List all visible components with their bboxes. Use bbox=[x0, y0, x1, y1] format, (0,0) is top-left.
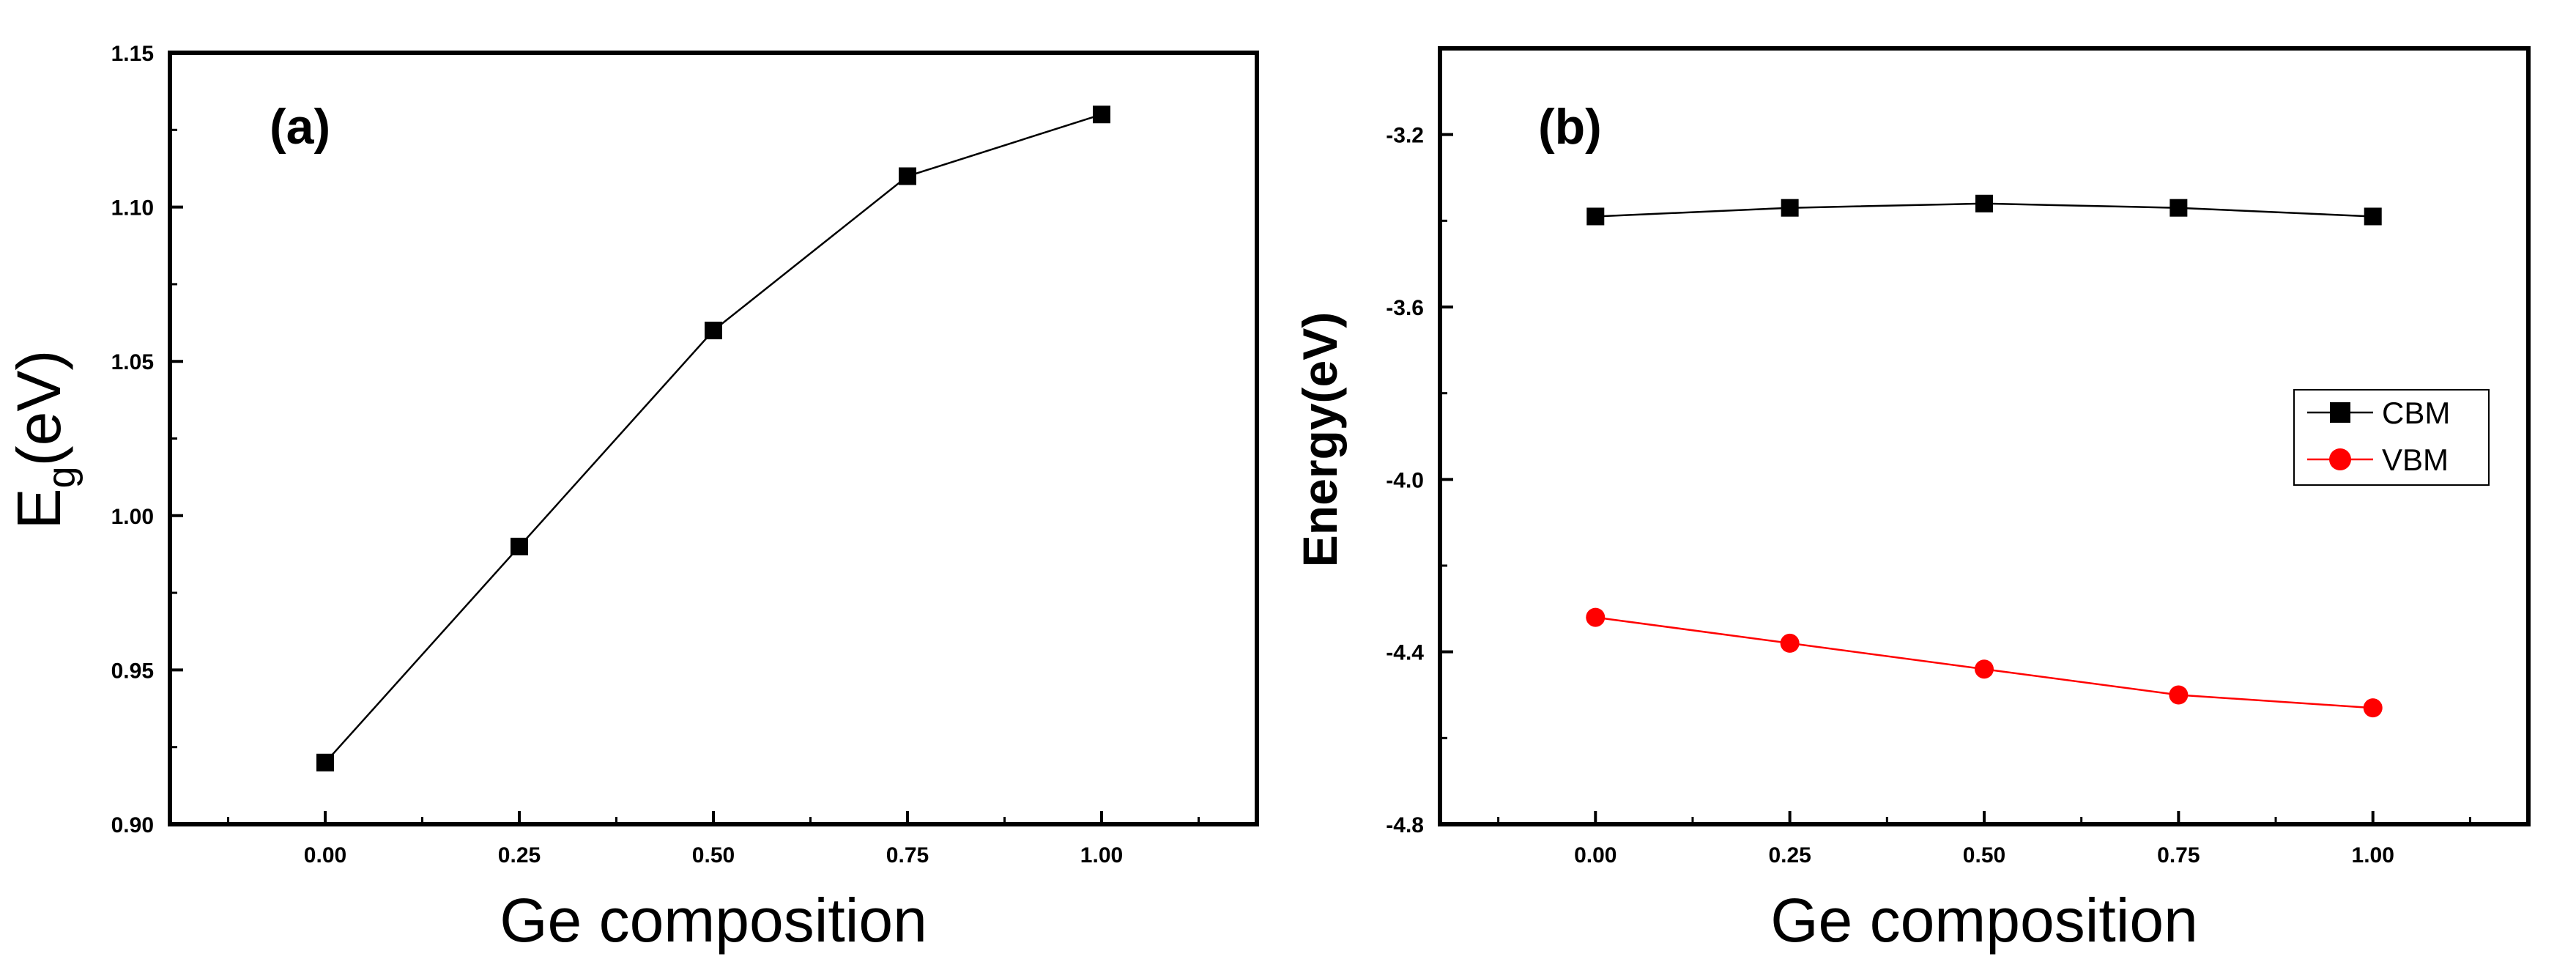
x-tick-label: 0.25 bbox=[1768, 843, 1811, 867]
panel-a-y-axis-title: Eg(eV) bbox=[4, 350, 83, 530]
x-tick-label: 0.50 bbox=[1963, 843, 2005, 867]
x-tick-label: 0.75 bbox=[886, 843, 929, 867]
legend-cbm-marker bbox=[2330, 402, 2350, 423]
legend-vbm-label: VBM bbox=[2382, 443, 2449, 477]
y-tick-label: -4.0 bbox=[1386, 468, 1424, 492]
x-tick-label: 1.00 bbox=[1080, 843, 1123, 867]
panel-b: (b) -4.8 -4.4 -4.0 -3.6 -3.2 0.00 0.25 0.50 0.7… bbox=[1293, 46, 2531, 955]
y-tick-label: 1.10 bbox=[111, 196, 154, 221]
panel-b-y-axis-title: Energy(eV) bbox=[1293, 312, 1347, 567]
y-tick-label: 1.15 bbox=[111, 42, 154, 66]
panel-a-x-axis: 0.00 0.25 0.50 0.75 1.00 bbox=[227, 811, 1200, 867]
a-eg-point bbox=[1093, 106, 1110, 124]
y-tick-label: -4.4 bbox=[1386, 641, 1424, 665]
y-tick-label: 0.95 bbox=[111, 659, 154, 683]
b-vbm-point bbox=[1975, 659, 1994, 679]
legend-box bbox=[2293, 389, 2490, 486]
b-vbm-point bbox=[1586, 607, 1606, 627]
b-cbm-point bbox=[2364, 207, 2382, 226]
a-eg-point bbox=[705, 322, 722, 340]
panel-a-y-title-unit: (eV) bbox=[4, 350, 73, 467]
b-cbm-point bbox=[1975, 194, 1993, 212]
y-tick-label: -3.2 bbox=[1386, 124, 1424, 148]
y-tick-label: 0.90 bbox=[111, 813, 154, 837]
b-cbm-point bbox=[1586, 207, 1605, 226]
x-tick-label: 0.00 bbox=[304, 843, 346, 867]
legend-cbm-label: CBM bbox=[2382, 396, 2450, 430]
panel-b-plot-area bbox=[1586, 194, 2383, 718]
a-eg-point bbox=[511, 537, 528, 555]
y-tick-label: 1.05 bbox=[111, 350, 154, 374]
panel-a-y-title-main: E bbox=[4, 488, 73, 529]
b-cbm-point bbox=[2169, 199, 2188, 217]
panel-b-legend: CBM VBM bbox=[2293, 389, 2490, 486]
a-eg-point bbox=[899, 167, 916, 185]
a-eg-point bbox=[316, 753, 334, 772]
x-tick-label: 0.75 bbox=[2157, 843, 2200, 867]
panel-a-y-title-sub: g bbox=[40, 466, 83, 488]
legend-vbm-marker bbox=[2329, 448, 2351, 470]
panel-a-label: (a) bbox=[270, 99, 330, 155]
x-tick-label: 0.00 bbox=[1574, 843, 1617, 867]
panel-a: (a) 0.90 0.95 1.00 1.05 1.10 1.15 0.00 0.25 0.5… bbox=[4, 42, 1259, 955]
b-cbm-point bbox=[1781, 199, 1799, 217]
y-tick-label: 1.00 bbox=[111, 505, 154, 529]
panel-b-x-axis-title: Ge composition bbox=[1770, 886, 2198, 955]
b-vbm-point bbox=[2169, 685, 2189, 705]
b-vbm-point bbox=[2363, 698, 2383, 718]
panel-a-y-axis: 0.90 0.95 1.00 1.05 1.10 1.15 bbox=[111, 42, 183, 837]
a-eg-series-line bbox=[324, 114, 1102, 763]
x-tick-label: 1.00 bbox=[2352, 843, 2394, 867]
panel-b-y-axis: -4.8 -4.4 -4.0 -3.6 -3.2 bbox=[1386, 124, 1453, 837]
y-tick-label: -3.6 bbox=[1386, 296, 1424, 320]
x-tick-label: 0.25 bbox=[498, 843, 541, 867]
panel-a-plot-area bbox=[316, 106, 1110, 772]
panel-a-x-axis-title: Ge composition bbox=[500, 886, 927, 955]
panel-b-label: (b) bbox=[1538, 99, 1602, 155]
b-vbm-point bbox=[1780, 633, 1800, 653]
panel-b-x-axis: 0.00 0.25 0.50 0.75 1.00 bbox=[1497, 811, 2471, 867]
panel-a-frame bbox=[168, 51, 1259, 826]
x-tick-label: 0.50 bbox=[692, 843, 735, 867]
y-tick-label: -4.8 bbox=[1386, 813, 1424, 837]
